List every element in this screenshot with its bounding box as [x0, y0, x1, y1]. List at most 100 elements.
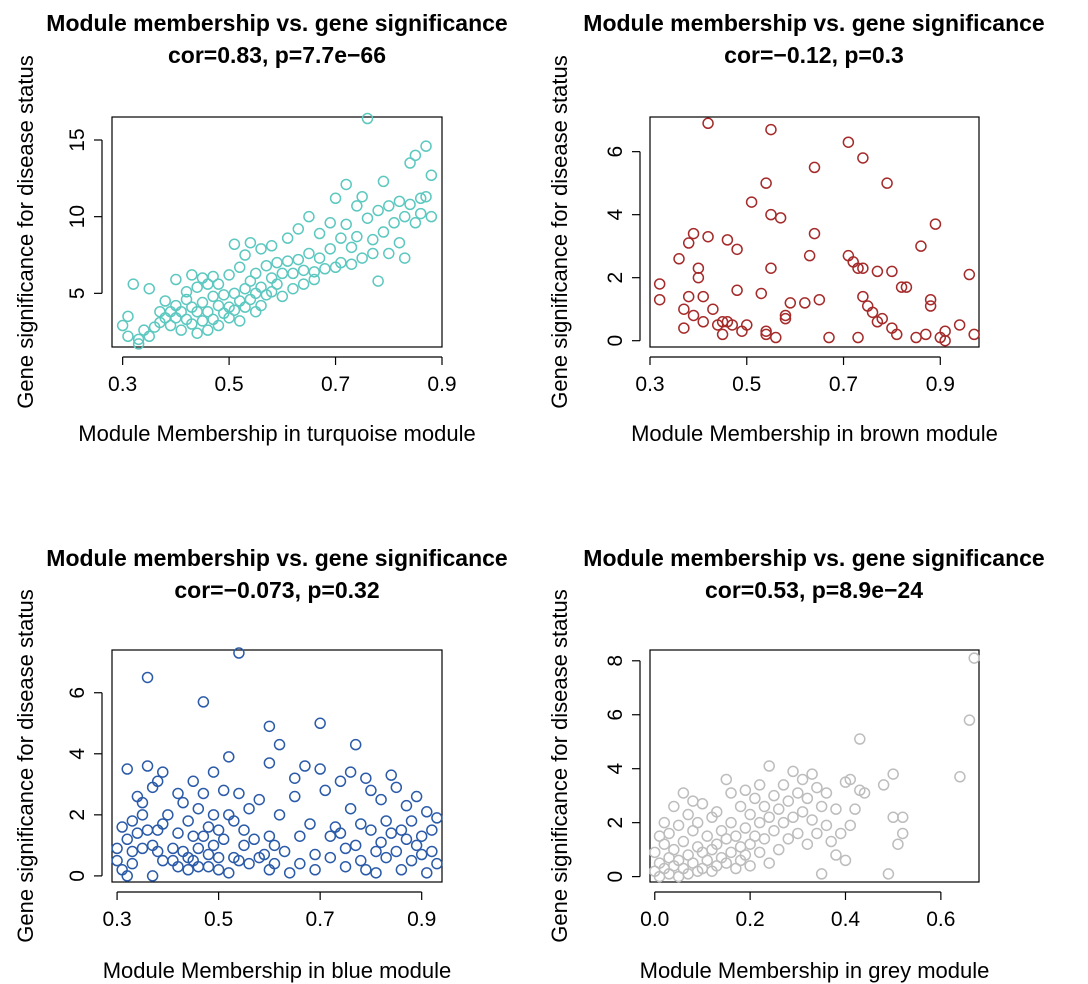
data-point [238, 839, 250, 852]
data-point [281, 255, 294, 267]
data-point [182, 864, 194, 876]
data-point [344, 802, 357, 815]
data-point [228, 287, 241, 300]
data-point [143, 330, 156, 343]
data-point [649, 846, 661, 859]
data-point [172, 787, 184, 800]
data-point [187, 830, 199, 842]
chart-title: Module membership vs. gene significance [583, 545, 1044, 571]
data-point [304, 818, 316, 830]
data-point [777, 816, 790, 829]
plot-area [111, 649, 443, 883]
data-point [431, 857, 443, 870]
data-point [697, 290, 709, 303]
data-point [244, 275, 257, 287]
data-point [239, 282, 251, 295]
data-point [361, 212, 374, 224]
data-point [281, 232, 294, 244]
data-point [691, 816, 704, 829]
data-point [164, 305, 177, 318]
data-point [136, 842, 149, 855]
data-point [239, 249, 251, 261]
data-point [233, 295, 246, 307]
data-point [244, 293, 257, 306]
data-point [734, 800, 747, 813]
data-point [431, 812, 443, 824]
data-point [349, 839, 362, 852]
data-point [425, 169, 438, 182]
data-point [313, 227, 326, 240]
data-point [126, 857, 139, 870]
data-point [276, 290, 289, 303]
data-point [758, 800, 771, 813]
plot-area [649, 116, 980, 348]
data-point [808, 227, 821, 240]
x-tick-label: 0.5 [214, 373, 243, 396]
data-point [682, 808, 694, 821]
data-point [380, 815, 392, 827]
data-point [255, 243, 267, 255]
data-point [393, 195, 406, 208]
data-point [687, 227, 700, 240]
data-point [770, 331, 782, 344]
data-point [877, 779, 890, 791]
data-point [834, 827, 847, 840]
data-point [842, 136, 855, 148]
data-point [953, 319, 966, 331]
data-point [701, 830, 713, 842]
data-point [360, 772, 372, 784]
data-point [329, 192, 342, 205]
y-tick-label: 10 [66, 205, 89, 228]
data-point [687, 795, 699, 807]
data-point [395, 864, 408, 876]
data-point [217, 833, 230, 846]
data-point [383, 247, 395, 260]
data-point [420, 140, 432, 152]
data-point [678, 303, 690, 315]
data-point [255, 299, 267, 312]
data-point [968, 652, 980, 664]
data-point [398, 210, 411, 223]
data-point [334, 775, 347, 788]
data-point [116, 821, 128, 833]
data-point [682, 290, 695, 303]
y-tick-label: 0 [604, 335, 627, 347]
data-point [425, 210, 438, 223]
data-point [753, 779, 766, 791]
chart-subtitle: cor=−0.073, p=0.32 [174, 577, 379, 603]
data-point [749, 830, 761, 842]
data-point [409, 149, 422, 162]
data-point [792, 827, 804, 840]
data-point [335, 256, 347, 269]
data-point [692, 271, 705, 284]
data-point [801, 838, 814, 850]
data-points [649, 652, 980, 883]
data-point [871, 265, 884, 278]
data-point [385, 769, 397, 781]
data-point [223, 751, 235, 763]
data-point [720, 833, 733, 845]
data-point [765, 123, 777, 136]
data-point [116, 319, 129, 332]
data-point [360, 864, 372, 876]
data-point [355, 854, 367, 867]
data-point [777, 779, 790, 791]
data-point [380, 851, 392, 864]
data-point [355, 818, 367, 830]
data-point [758, 833, 771, 845]
data-point [741, 319, 753, 331]
data-point [309, 864, 321, 876]
data-point [309, 848, 321, 861]
data-point [739, 849, 752, 861]
x-tick-label: 0.5 [204, 908, 233, 931]
data-point [857, 152, 869, 164]
chart-title: Module membership vs. gene significance [583, 10, 1044, 36]
x-tick-label: 0.7 [306, 908, 335, 931]
data-point [167, 842, 179, 855]
data-point [426, 824, 438, 836]
data-point [191, 281, 203, 293]
data-point [365, 824, 377, 836]
data-point [228, 815, 240, 827]
data-point [324, 217, 336, 229]
data-point [854, 733, 866, 745]
